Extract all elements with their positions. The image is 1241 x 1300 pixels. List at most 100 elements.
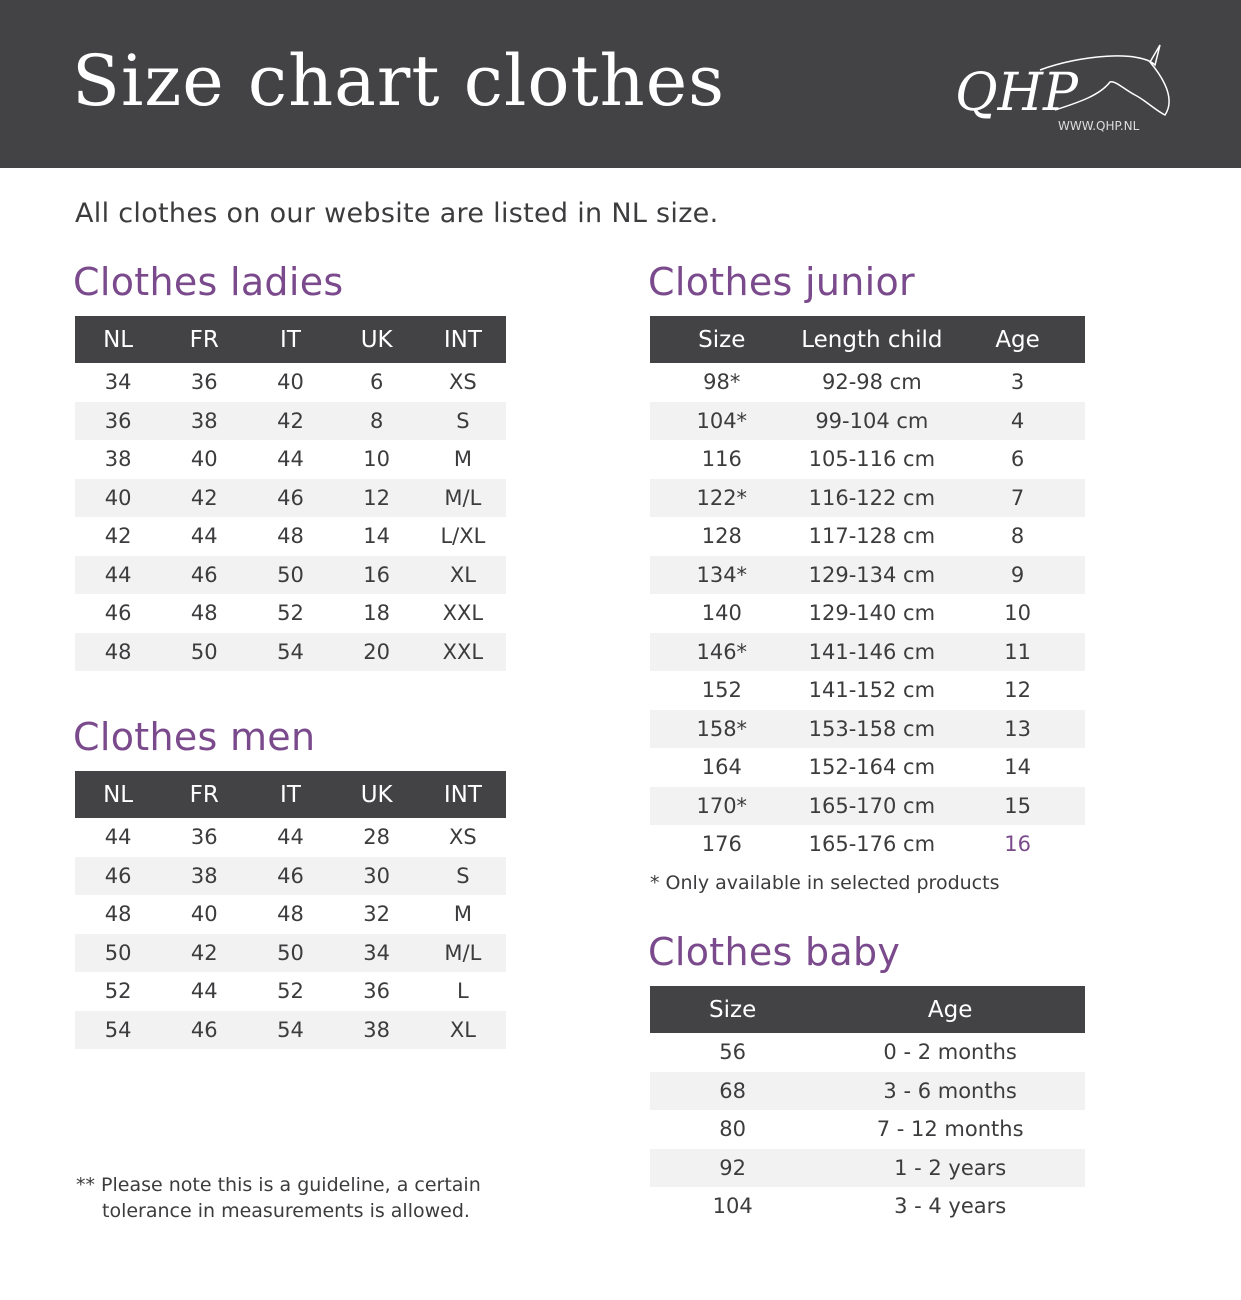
header-row: NL FR IT UK INT — [75, 771, 506, 818]
column-header: IT — [247, 771, 334, 818]
table-row: 92 1 - 2 years — [650, 1148, 1085, 1187]
table-row: 50 42 50 34 M/L — [75, 933, 506, 972]
table-cell: 40 — [75, 478, 162, 517]
baby-title: Clothes baby — [648, 930, 901, 974]
qhp-logo: QHP WWW.QHP.NL — [955, 44, 1170, 133]
intro-text: All clothes on our website are listed in… — [75, 198, 719, 229]
table-cell: 128 — [701, 524, 742, 549]
table-cell: 92 — [650, 1148, 816, 1187]
table-cell: 44 — [75, 555, 162, 594]
table-cell: 116 — [701, 447, 742, 472]
table-row: 40 42 46 12 M/L — [75, 478, 506, 517]
table-cell: XL — [419, 1010, 506, 1049]
table-cell: 46 — [247, 478, 334, 517]
column-header: UK — [333, 771, 420, 818]
table-cell: 46 — [161, 1010, 248, 1049]
table-row: 152 141-152 cm 12 — [650, 671, 1085, 710]
table-row: 146* 141-146 cm 11 — [650, 632, 1085, 671]
table-cell: 146* — [650, 632, 794, 671]
junior-footnote: * Only available in selected products — [650, 872, 1000, 894]
table-cell: 36 — [75, 401, 162, 440]
table-cell: 42 — [247, 401, 334, 440]
svg-text:QHP: QHP — [955, 63, 1079, 123]
table-row: 34 36 40 6 XS — [75, 363, 506, 402]
table-row: 42 44 48 14 L/XL — [75, 517, 506, 556]
table-cell: 104 — [712, 1194, 753, 1219]
table-cell: 36 — [363, 979, 391, 1004]
table-cell: 42 — [161, 933, 248, 972]
table-cell: 117-128 cm — [808, 524, 936, 549]
table-cell: 56 — [719, 1040, 747, 1065]
table-cell: 15 — [950, 786, 1085, 825]
men-title: Clothes men — [73, 715, 316, 759]
table-cell: 99-104 cm — [793, 401, 951, 440]
column-header: INT — [419, 316, 506, 363]
table-cell: 134* — [650, 555, 794, 594]
table-cell: 50 — [75, 933, 162, 972]
column-header: IT — [247, 316, 334, 363]
table-cell: 44 — [190, 979, 218, 1004]
table-cell: 153-158 cm — [793, 709, 951, 748]
table-cell: 7 — [950, 478, 1085, 517]
table-cell: 12 — [1004, 678, 1031, 703]
table-cell: 44 — [190, 524, 218, 549]
table-cell: 105-116 cm — [808, 447, 936, 472]
table-cell: XS — [449, 370, 477, 395]
table-cell: 6 — [1010, 447, 1025, 472]
table-cell: L — [457, 979, 469, 1004]
table-cell: 46 — [161, 555, 248, 594]
table-cell: 40 — [190, 902, 218, 927]
table-cell: M/L — [419, 478, 506, 517]
table-cell: 52 — [277, 601, 304, 626]
table-cell: 48 — [75, 632, 162, 671]
table-cell: 13 — [950, 709, 1085, 748]
table-row: 80 7 - 12 months — [650, 1110, 1085, 1149]
column-header: Age — [950, 316, 1085, 363]
table-cell: 42 — [161, 478, 248, 517]
table-cell: 0 - 2 months — [883, 1040, 1017, 1065]
table-row: 176 165-176 cm 16 — [650, 825, 1085, 864]
table-cell: 46 — [75, 856, 162, 895]
table-cell: 48 — [277, 902, 304, 927]
table-cell: 129-134 cm — [793, 555, 951, 594]
table-cell: 36 — [190, 370, 218, 395]
table-cell: 104* — [650, 401, 794, 440]
column-header: FR — [161, 771, 248, 818]
table-cell: 10 — [1004, 601, 1031, 626]
column-header: Size — [650, 986, 816, 1033]
table-cell: 30 — [333, 856, 420, 895]
table-cell: 141-146 cm — [793, 632, 951, 671]
table-cell: 48 — [277, 524, 304, 549]
table-row: 104 3 - 4 years — [650, 1187, 1085, 1226]
table-cell: 32 — [363, 902, 391, 927]
table-cell: 16 — [1004, 832, 1031, 857]
table-cell: 34 — [104, 370, 132, 395]
table-cell: M — [453, 902, 472, 927]
table-cell: XXL — [419, 632, 506, 671]
table-cell: 80 — [719, 1117, 747, 1142]
page-title: Size chart clothes — [72, 40, 726, 122]
table-cell: 10 — [363, 447, 391, 472]
table-cell: 9 — [950, 555, 1085, 594]
table-cell: XL — [419, 555, 506, 594]
table-cell: 3 - 6 months — [815, 1071, 1085, 1110]
table-cell: XS — [449, 825, 477, 850]
table-cell: 46 — [247, 856, 334, 895]
table-cell: 158* — [650, 709, 794, 748]
column-header: Age — [815, 986, 1085, 1033]
table-cell: 50 — [247, 555, 334, 594]
table-cell: 8 — [333, 401, 420, 440]
table-cell: M — [453, 447, 472, 472]
ladies-size-table: NL FR IT UK INT 34 36 40 6 XS 36 38 42 8 S 38 40 44 10 M 40 4… — [75, 316, 506, 671]
table-cell: 38 — [161, 401, 248, 440]
ladies-title: Clothes ladies — [73, 260, 344, 304]
table-cell: 11 — [950, 632, 1085, 671]
table-cell: 3 - 4 years — [894, 1194, 1007, 1219]
table-cell: 54 — [247, 632, 334, 671]
table-row: 164 152-164 cm 14 — [650, 748, 1085, 787]
table-cell: 12 — [333, 478, 420, 517]
table-row: 48 50 54 20 XXL — [75, 632, 506, 671]
table-cell: 50 — [247, 933, 334, 972]
table-row: 48 40 48 32 M — [75, 895, 506, 934]
table-cell: 34 — [333, 933, 420, 972]
